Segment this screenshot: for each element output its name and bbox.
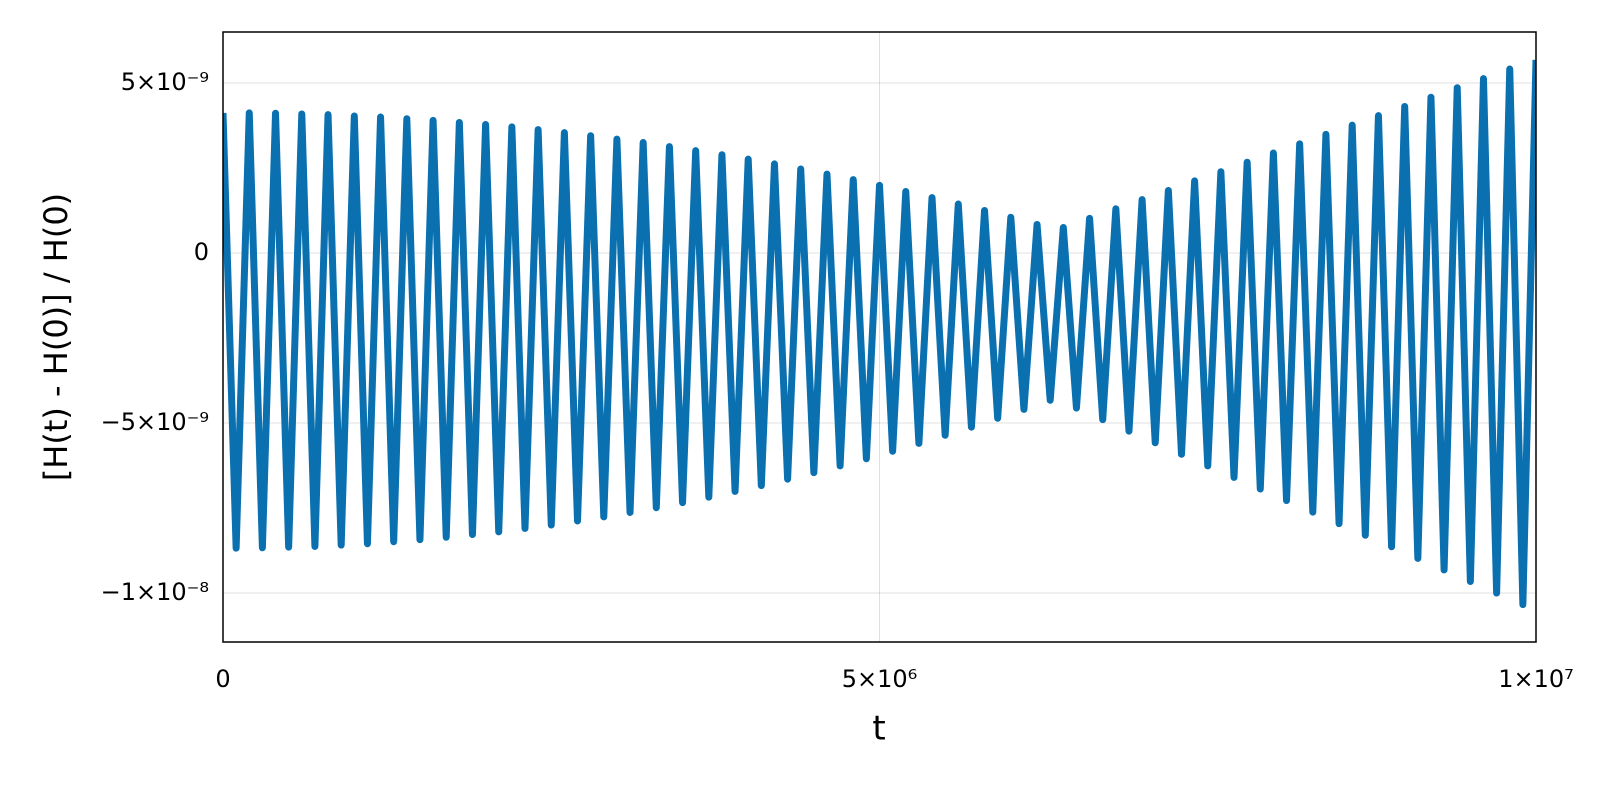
- y-tick-label: 5×10⁻⁹: [121, 68, 209, 96]
- plot-area: [223, 59, 1536, 609]
- y-axis-label: [H(t) - H(0)] / H(0): [37, 193, 75, 481]
- x-tick-label: 0: [215, 665, 230, 693]
- x-tick-label: 5×10⁶: [842, 665, 918, 693]
- grid: [222, 32, 1537, 642]
- plot-frame: [222, 31, 1537, 643]
- y-tick-label: −5×10⁻⁹: [101, 408, 209, 436]
- x-tick-label: 1×10⁷: [1498, 665, 1574, 693]
- y-tick-label: 0: [194, 238, 209, 266]
- data-line: [223, 59, 1536, 609]
- x-axis-label: t: [872, 709, 885, 749]
- y-tick-label: −1×10⁻⁸: [101, 578, 209, 606]
